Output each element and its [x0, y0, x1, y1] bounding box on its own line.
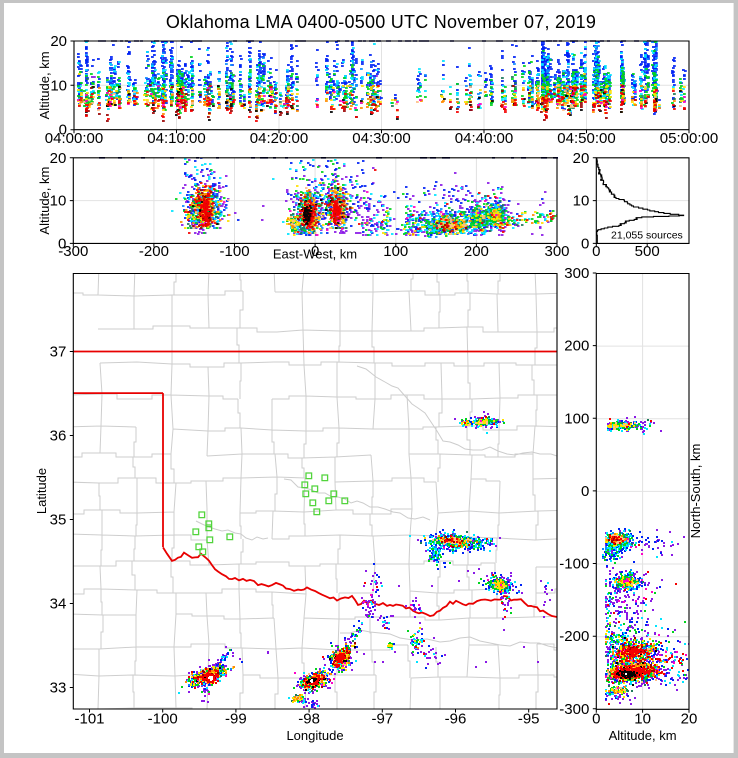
svg-text:-300: -300 — [559, 701, 589, 718]
svg-text:10: 10 — [573, 193, 590, 210]
svg-text:-97: -97 — [371, 711, 393, 728]
svg-text:05:00:00: 05:00:00 — [660, 130, 718, 147]
svg-text:20: 20 — [573, 150, 590, 167]
svg-text:04:20:00: 04:20:00 — [250, 130, 308, 147]
svg-text:35: 35 — [50, 512, 67, 529]
svg-text:Altitude, km: Altitude, km — [609, 728, 677, 743]
svg-text:21,055 sources: 21,055 sources — [611, 230, 683, 242]
svg-text:36: 36 — [50, 428, 67, 445]
svg-text:04:00:00: 04:00:00 — [45, 130, 103, 147]
svg-text:-200: -200 — [559, 628, 589, 645]
svg-text:-98: -98 — [298, 711, 320, 728]
svg-text:04:30:00: 04:30:00 — [352, 130, 410, 147]
svg-text:-100: -100 — [559, 556, 589, 573]
svg-text:Longitude: Longitude — [286, 728, 343, 743]
svg-text:300: 300 — [544, 243, 569, 260]
svg-text:20: 20 — [50, 33, 67, 50]
svg-text:0: 0 — [581, 235, 589, 252]
svg-text:-200: -200 — [139, 243, 169, 260]
svg-text:10: 10 — [50, 193, 67, 210]
svg-text:100: 100 — [383, 243, 408, 260]
svg-text:0: 0 — [592, 711, 600, 728]
svg-text:0: 0 — [59, 122, 67, 139]
svg-text:-95: -95 — [518, 711, 540, 728]
svg-text:0: 0 — [592, 243, 600, 260]
svg-text:North-South, km: North-South, km — [688, 444, 703, 539]
svg-text:0: 0 — [58, 235, 66, 252]
svg-text:0: 0 — [581, 483, 589, 500]
svg-text:04:50:00: 04:50:00 — [557, 130, 615, 147]
svg-text:500: 500 — [635, 243, 660, 260]
svg-text:20: 20 — [681, 711, 698, 728]
svg-text:Latitude: Latitude — [34, 468, 49, 514]
svg-text:-101: -101 — [74, 711, 104, 728]
svg-text:20: 20 — [50, 150, 67, 167]
svg-text:33: 33 — [50, 680, 67, 697]
svg-text:200: 200 — [564, 338, 589, 355]
svg-text:37: 37 — [50, 344, 67, 361]
svg-text:-99: -99 — [225, 711, 247, 728]
svg-text:0: 0 — [311, 243, 319, 260]
svg-text:-100: -100 — [148, 711, 178, 728]
svg-text:200: 200 — [464, 243, 489, 260]
svg-text:-100: -100 — [220, 243, 250, 260]
svg-text:-96: -96 — [445, 711, 467, 728]
svg-text:100: 100 — [564, 410, 589, 427]
svg-text:Altitude, km: Altitude, km — [37, 167, 52, 235]
svg-text:10: 10 — [50, 77, 67, 94]
svg-text:10: 10 — [634, 711, 651, 728]
svg-text:Oklahoma LMA 0400-0500 UTC Nov: Oklahoma LMA 0400-0500 UTC November 07, … — [166, 12, 596, 32]
svg-text:East-West, km: East-West, km — [273, 247, 357, 262]
svg-text:-300: -300 — [58, 243, 88, 260]
svg-text:04:40:00: 04:40:00 — [455, 130, 513, 147]
svg-text:300: 300 — [564, 265, 589, 282]
svg-text:Altitude, km: Altitude, km — [37, 51, 52, 119]
svg-text:34: 34 — [50, 596, 67, 613]
svg-text:04:10:00: 04:10:00 — [147, 130, 205, 147]
